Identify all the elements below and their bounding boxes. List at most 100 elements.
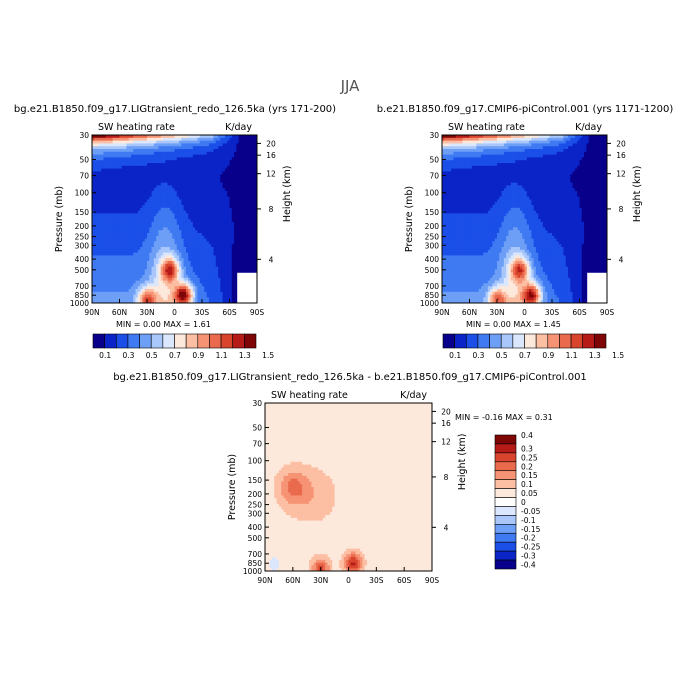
heat-cell: [128, 135, 132, 139]
heat-cell: [142, 199, 146, 203]
heat-cell: [158, 263, 162, 267]
heat-cell: [234, 171, 237, 175]
heat-cell: [126, 143, 130, 147]
heat-cell: [222, 168, 226, 172]
heat-cell: [204, 244, 207, 248]
heat-cell: [188, 137, 191, 141]
heat-cell: [451, 249, 454, 253]
heat-cell: [448, 207, 452, 211]
heat-cell: [460, 275, 464, 279]
heat-cell: [183, 165, 187, 169]
heat-cell: [192, 146, 196, 150]
heat-cell: [238, 238, 242, 242]
heat-cell: [124, 171, 127, 175]
heat-cell: [130, 174, 134, 178]
heat-cell: [192, 179, 196, 183]
heat-cell: [195, 140, 198, 144]
heat-cell: [140, 272, 143, 276]
heat-cell: [185, 160, 189, 164]
heat-cell: [149, 266, 152, 270]
heat-cell: [121, 171, 125, 175]
heat-cell: [130, 294, 134, 298]
colorbar-swatch: [232, 333, 245, 349]
heat-cell: [158, 177, 162, 181]
heat-cell: [197, 255, 201, 259]
heat-cell: [147, 263, 150, 267]
heat-cell: [94, 193, 97, 197]
heat-cell: [451, 219, 454, 223]
heat-cell: [169, 196, 173, 200]
heat-cell: [215, 258, 219, 262]
heat-cell: [252, 157, 256, 161]
heat-cell: [128, 196, 132, 200]
heat-cell: [190, 216, 194, 220]
heat-cell: [234, 300, 237, 304]
heat-cell: [208, 280, 212, 284]
heat-cell: [112, 193, 116, 197]
heat-cell: [119, 263, 123, 267]
heat-cell: [202, 193, 205, 197]
heat-cell: [135, 191, 139, 195]
heat-cell: [462, 224, 466, 228]
heat-cell: [446, 146, 450, 150]
heat-cell: [231, 224, 235, 228]
heat-cell: [227, 165, 230, 169]
heat-cell: [110, 168, 114, 172]
heat-cell: [105, 168, 109, 172]
heat-cell: [444, 165, 447, 169]
heat-cell: [183, 157, 187, 161]
heat-cell: [156, 163, 159, 167]
heat-cell: [128, 171, 132, 175]
heat-cell: [448, 258, 452, 262]
heat-cell: [133, 261, 136, 265]
heat-cell: [133, 137, 136, 141]
heat-cell: [174, 210, 178, 214]
heat-cell: [458, 160, 461, 164]
heat-cell: [181, 213, 185, 217]
heat-cell: [158, 233, 162, 237]
heat-cell: [151, 137, 155, 141]
heat-cell: [174, 143, 178, 147]
heat-cell: [188, 252, 191, 256]
heat-cell: [137, 216, 141, 220]
heat-cell: [222, 283, 226, 287]
heat-cell: [130, 289, 134, 293]
heat-cell: [172, 182, 175, 186]
heat-cell: [236, 149, 240, 153]
heat-cell: [128, 286, 132, 290]
heat-cell: [124, 143, 127, 147]
heat-cell: [117, 227, 120, 231]
heat-cell: [96, 221, 100, 225]
heat-cell: [130, 205, 134, 209]
heat-cell: [238, 244, 242, 248]
heat-cell: [92, 258, 95, 262]
heat-cell: [96, 151, 100, 155]
heat-cell: [238, 263, 242, 267]
heat-cell: [213, 196, 217, 200]
heat-cell: [133, 227, 136, 231]
heat-cell: [254, 252, 258, 256]
heat-cell: [158, 202, 162, 206]
heat-cell: [144, 182, 148, 186]
heat-cell: [153, 235, 157, 239]
heat-cell: [202, 277, 205, 281]
heat-cell: [119, 272, 123, 276]
heat-cell: [211, 163, 214, 167]
heat-cell: [156, 205, 159, 209]
heat-cell: [190, 191, 194, 195]
heat-cell: [98, 143, 102, 147]
heat-cell: [204, 196, 207, 200]
heat-cell: [224, 266, 228, 270]
heat-cell: [147, 235, 150, 239]
heat-cell: [451, 275, 454, 279]
heat-cell: [185, 221, 189, 225]
heat-cell: [96, 286, 100, 290]
heat-cell: [140, 157, 143, 161]
heat-cell: [158, 140, 162, 144]
heat-cell: [453, 185, 457, 189]
heat-cell: [110, 188, 114, 192]
heat-cell: [156, 165, 159, 169]
heat-cell: [222, 160, 226, 164]
heat-cell: [247, 202, 251, 206]
heat-cell: [135, 168, 139, 172]
